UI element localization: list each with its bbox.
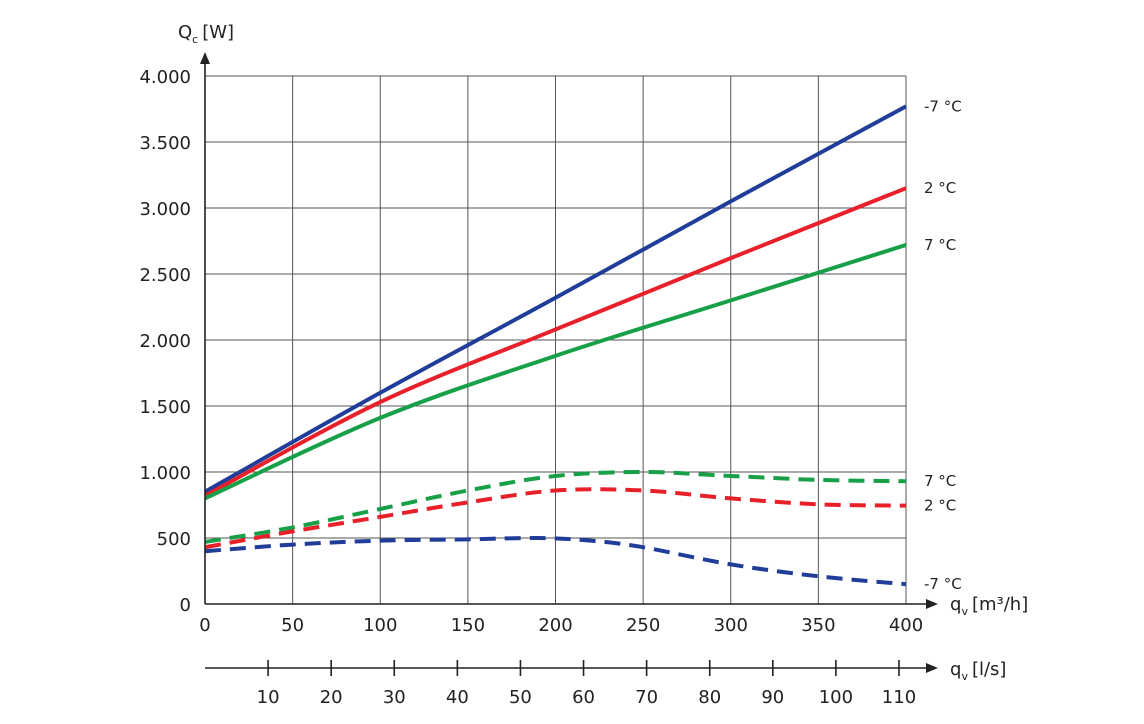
x-axis-title: qv [m³/h]	[950, 594, 1028, 618]
series-line-solid	[204, 104, 907, 494]
series-lines	[204, 104, 907, 587]
x2-axis-arrow	[926, 663, 938, 673]
y-tick-label: 4.000	[139, 67, 191, 88]
series-line-solid	[204, 243, 907, 501]
x2-tick-label: 40	[446, 687, 469, 708]
x-tick-label: 150	[451, 615, 485, 636]
y-tick-label: 3.000	[139, 199, 191, 220]
y-axis-arrow	[200, 52, 210, 64]
x2-tick-label: 50	[509, 687, 532, 708]
x2-tick-label: 80	[698, 687, 721, 708]
x-axis-arrow	[926, 599, 938, 609]
grid	[205, 75, 907, 604]
series-end-label: 2 °C	[924, 497, 956, 515]
series-line-dashed	[204, 487, 907, 550]
series-line-solid	[204, 186, 907, 498]
x-tick-label: 100	[363, 615, 397, 636]
x2-tick-label: 20	[320, 687, 343, 708]
y-tick-label: 2.500	[139, 265, 191, 286]
x-tick-label: 50	[281, 615, 304, 636]
x-tick-label: 0	[199, 615, 210, 636]
axes	[200, 52, 938, 673]
x2-tick-label: 70	[635, 687, 658, 708]
x-tick-label: 300	[714, 615, 748, 636]
series-line-dashed	[204, 469, 907, 544]
tick-labels: 0 50 100 150 200 250 300 350 400 0 500 1.000 1.500 2.…	[139, 67, 961, 708]
series-end-label: 2 °C	[924, 179, 956, 197]
y-tick-label: 2.000	[139, 331, 191, 352]
y-tick-label: 1.000	[139, 463, 191, 484]
x-tick-label: 400	[889, 615, 923, 636]
y-tick-label: 500	[157, 529, 191, 550]
series-end-label: 7 °C	[924, 236, 956, 254]
x2-tick-label: 10	[257, 687, 280, 708]
x-tick-label: 250	[626, 615, 660, 636]
x-tick-label: 200	[538, 615, 572, 636]
y-tick-label: 0	[180, 595, 191, 616]
y-axis-title: Qc [W]	[178, 22, 234, 46]
series-end-label: -7 °C	[924, 575, 962, 593]
series-line-dashed	[204, 535, 907, 587]
y-tick-label: 3.500	[139, 133, 191, 154]
x2-tick-label: 60	[572, 687, 595, 708]
x2-tick-label: 30	[383, 687, 406, 708]
y-tick-label: 1.500	[139, 397, 191, 418]
x-tick-label: 350	[801, 615, 835, 636]
x2-tick-label: 100	[819, 687, 853, 708]
x2-axis-title: qv [l/s]	[950, 659, 1006, 683]
x2-tick-label: 90	[761, 687, 784, 708]
series-end-label: -7 °C	[924, 97, 962, 115]
series-end-label: 7 °C	[924, 472, 956, 490]
x2-tick-label: 110	[882, 687, 916, 708]
